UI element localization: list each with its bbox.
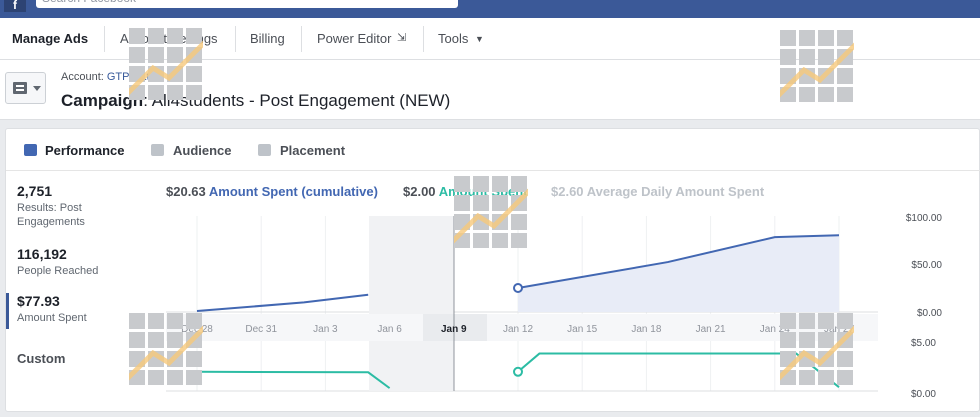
stat-label: People Reached <box>17 265 99 277</box>
watermark-icon <box>129 28 203 100</box>
nav-billing[interactable]: Billing <box>250 31 285 46</box>
tab-audience[interactable]: Audience <box>173 143 232 158</box>
campaign-menu-button[interactable] <box>5 72 46 104</box>
legend-average[interactable]: $2.60 Average Daily Amount Spent <box>551 184 764 199</box>
custom-metric-button[interactable]: Custom <box>17 351 66 366</box>
top-bar: f Search Facebook <box>0 0 980 18</box>
watermark-icon <box>780 313 854 385</box>
legend-label: Average Daily Amount Spent <box>586 184 765 199</box>
nav-divider <box>423 26 424 52</box>
legend-value: $2.60 <box>551 184 584 199</box>
watermark-icon <box>129 313 203 385</box>
tab-placement[interactable]: Placement <box>280 143 346 158</box>
stat-label: Amount Spent <box>17 312 87 324</box>
legend-value: $20.63 <box>166 184 206 199</box>
nav-divider <box>301 26 302 52</box>
people-icon <box>151 144 164 156</box>
stat-reach[interactable]: 116,192 People Reached <box>17 246 98 278</box>
nav-divider <box>235 26 236 52</box>
caret-down-icon[interactable]: ▼ <box>475 34 484 44</box>
nav-manage-ads[interactable]: Manage Ads <box>12 31 89 46</box>
watermark-icon <box>454 176 528 248</box>
legend-cumulative[interactable]: $20.63 Amount Spent (cumulative) <box>166 184 378 199</box>
nav-tools[interactable]: Tools <box>438 31 469 46</box>
stat-value: $77.93 <box>17 293 60 309</box>
campaign-icon <box>13 82 27 94</box>
campaign-name: : All4students - Post Engagement (NEW) <box>143 91 451 110</box>
placement-icon <box>258 144 271 156</box>
nav-divider <box>104 26 105 52</box>
legend-value: $2.00 <box>403 184 436 199</box>
nav-power-editor[interactable]: Power Editor <box>317 31 392 46</box>
selected-stat-indicator <box>6 293 9 329</box>
external-link-icon: ⇲ <box>397 32 407 44</box>
legend-label: Amount Spent (cumulative) <box>208 184 378 199</box>
stat-value: 116,192 <box>17 246 67 262</box>
bar-chart-icon <box>24 144 37 156</box>
stat-label: Engagements <box>17 216 85 228</box>
account-label: Account: <box>61 71 104 83</box>
search-input[interactable]: Search Facebook <box>36 0 458 8</box>
page-title: Campaign: All4students - Post Engagement… <box>61 91 450 111</box>
stat-amount-spent[interactable]: $77.93 Amount Spent <box>17 293 87 325</box>
facebook-logo[interactable]: f <box>4 0 26 12</box>
stats-column: 2,751 Results: Post Engagements 116,192 … <box>6 171 166 413</box>
chevron-down-icon <box>33 86 41 91</box>
campaign-label: Campaign <box>61 91 144 110</box>
tab-performance[interactable]: Performance <box>45 143 125 158</box>
watermark-icon <box>780 30 854 102</box>
stat-results[interactable]: 2,751 Results: Post Engagements <box>17 183 85 229</box>
stat-label: Results: Post <box>17 202 82 214</box>
stat-value: 2,751 <box>17 183 53 199</box>
insights-tabs: Performance Audience Placement <box>6 129 980 171</box>
